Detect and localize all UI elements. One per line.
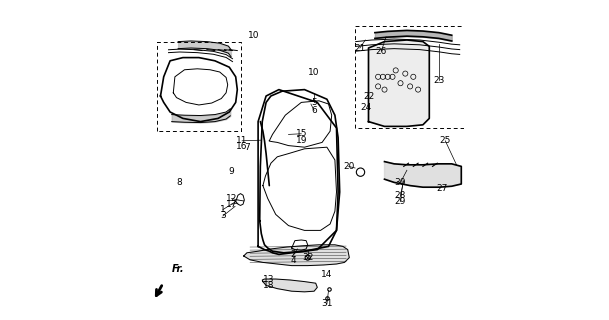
Text: 24: 24 <box>361 103 371 112</box>
Text: 14: 14 <box>321 270 333 279</box>
Text: 20: 20 <box>343 162 354 171</box>
Text: 25: 25 <box>440 136 451 145</box>
Text: 7: 7 <box>244 143 250 152</box>
Text: 3: 3 <box>220 212 226 220</box>
Text: 12: 12 <box>226 194 238 203</box>
Text: 5: 5 <box>311 98 317 107</box>
Text: Fr.: Fr. <box>172 264 185 274</box>
Text: 9: 9 <box>228 167 234 176</box>
Text: 28: 28 <box>395 191 406 200</box>
Text: 15: 15 <box>295 129 307 138</box>
Text: 13: 13 <box>263 276 275 284</box>
Polygon shape <box>244 245 350 266</box>
Text: 6: 6 <box>311 106 317 115</box>
Text: 17: 17 <box>226 200 238 209</box>
Text: 4: 4 <box>290 256 296 265</box>
Text: 21: 21 <box>354 44 365 52</box>
Polygon shape <box>368 40 429 126</box>
Polygon shape <box>384 162 461 187</box>
Text: 29: 29 <box>395 197 406 206</box>
Text: 8: 8 <box>177 178 183 187</box>
Text: 10: 10 <box>308 68 320 76</box>
Text: 19: 19 <box>295 136 307 145</box>
Text: 22: 22 <box>363 92 374 100</box>
Text: 10: 10 <box>247 31 259 40</box>
Text: 16: 16 <box>236 142 248 151</box>
Text: 27: 27 <box>437 184 448 193</box>
Text: 18: 18 <box>263 281 275 290</box>
Text: 11: 11 <box>236 136 248 145</box>
Text: 32: 32 <box>302 253 314 262</box>
Text: 31: 31 <box>321 300 333 308</box>
Text: 30: 30 <box>395 178 406 187</box>
Polygon shape <box>262 279 317 292</box>
Text: 26: 26 <box>376 47 387 56</box>
Text: 1: 1 <box>220 205 226 214</box>
Text: 2: 2 <box>290 250 296 259</box>
Text: 23: 23 <box>433 76 445 84</box>
